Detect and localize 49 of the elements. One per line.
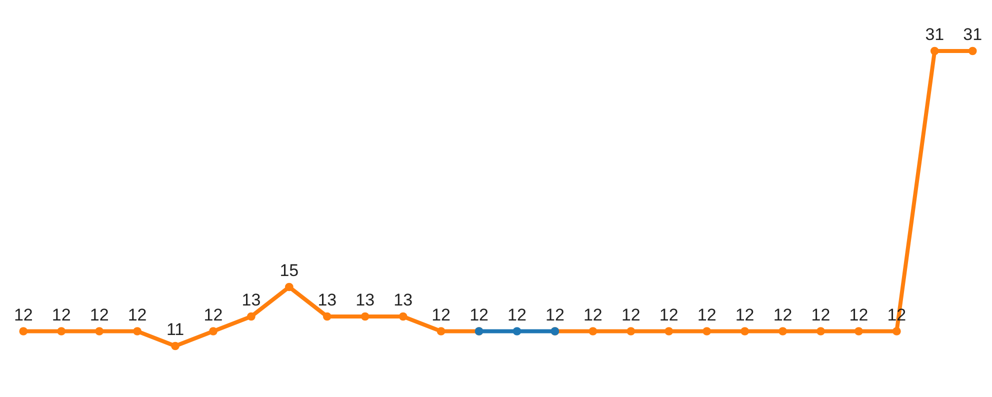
data-label: 15 xyxy=(280,261,299,280)
point xyxy=(626,327,636,336)
point xyxy=(57,327,66,336)
data-label: 31 xyxy=(963,25,982,44)
point xyxy=(512,327,522,336)
data-label: 12 xyxy=(508,305,526,324)
data-label: 12 xyxy=(621,305,640,324)
data-label: 12 xyxy=(432,305,451,324)
point xyxy=(209,327,218,336)
point xyxy=(702,327,712,336)
point xyxy=(930,46,939,56)
point xyxy=(398,312,408,321)
data-label: 12 xyxy=(697,305,716,324)
data-label: 12 xyxy=(90,305,109,324)
data-label: 12 xyxy=(545,305,564,324)
point xyxy=(588,327,598,336)
data-label: 13 xyxy=(394,290,413,310)
data-label: 13 xyxy=(318,290,337,310)
data-label: 12 xyxy=(583,305,602,324)
point xyxy=(133,327,142,336)
point xyxy=(247,312,256,321)
point xyxy=(664,327,674,336)
point xyxy=(284,282,294,292)
data-label: 12 xyxy=(128,305,147,324)
data-label: 12 xyxy=(14,305,33,324)
data-label: 12 xyxy=(773,305,792,324)
point xyxy=(171,342,180,350)
data-label: 13 xyxy=(356,290,375,310)
data-label: 12 xyxy=(52,305,71,324)
point xyxy=(778,327,787,336)
point xyxy=(322,312,332,321)
data-label: 11 xyxy=(166,320,184,339)
data-label: 13 xyxy=(242,290,261,310)
point xyxy=(436,327,446,336)
data-label: 12 xyxy=(659,305,678,324)
point xyxy=(19,327,28,336)
point xyxy=(95,327,104,336)
point xyxy=(892,327,901,336)
point xyxy=(854,327,863,336)
point xyxy=(740,327,749,336)
data-label: 12 xyxy=(735,305,754,324)
data-label: 12 xyxy=(204,305,223,324)
data-label: 12 xyxy=(470,305,488,324)
point xyxy=(360,312,370,321)
point xyxy=(968,46,977,56)
data-label: 12 xyxy=(811,305,830,324)
point xyxy=(816,327,825,336)
data-label: 12 xyxy=(849,305,868,324)
data-label: 31 xyxy=(925,25,944,44)
